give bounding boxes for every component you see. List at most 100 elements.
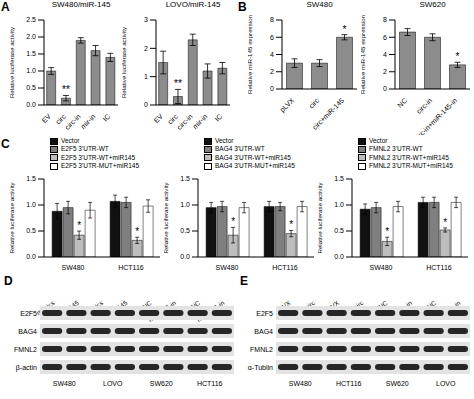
svg-text:circ: circ xyxy=(303,299,316,311)
svg-text:2: 2 xyxy=(270,68,274,75)
svg-text:Relative luciferase activity: Relative luciferase activity xyxy=(318,182,323,254)
html-text:B: B xyxy=(238,0,247,14)
svg-text:BAG4: BAG4 xyxy=(254,328,273,335)
svg-text:SW480: SW480 xyxy=(216,264,239,271)
svg-text:HCT116: HCT116 xyxy=(272,264,298,271)
svg-text:Relative luciferase activity: Relative luciferase activity xyxy=(122,26,127,98)
svg-text:SW480: SW480 xyxy=(62,264,85,271)
svg-text:SW480: SW480 xyxy=(370,264,393,271)
svg-text:0.0: 0.0 xyxy=(26,253,36,260)
svg-text:6: 6 xyxy=(270,34,274,41)
svg-text:8: 8 xyxy=(270,16,274,23)
svg-text:8: 8 xyxy=(383,16,387,23)
svg-text:NC: NC xyxy=(425,299,438,311)
svg-text:HCT116: HCT116 xyxy=(336,380,362,387)
svg-text:E: E xyxy=(240,274,248,288)
svg-text:EV: EV xyxy=(153,113,165,125)
svg-text:Relative luciferase activity: Relative luciferase activity xyxy=(10,26,15,98)
svg-text:0: 0 xyxy=(270,85,274,92)
svg-text:0.5: 0.5 xyxy=(26,84,36,91)
html-text:LOVO/miR-145: LOVO/miR-145 xyxy=(165,0,221,9)
svg-text:*: * xyxy=(456,51,460,62)
svg-text:α-Tublin: α-Tublin xyxy=(248,364,273,371)
svg-text:circ: circ xyxy=(352,299,365,311)
svg-text:LOVO: LOVO xyxy=(436,380,456,387)
svg-text:1.0: 1.0 xyxy=(26,67,36,74)
svg-text:IC: IC xyxy=(101,113,111,123)
svg-text:*: * xyxy=(343,24,347,35)
svg-text:HCT116: HCT116 xyxy=(197,380,223,387)
svg-text:0.0: 0.0 xyxy=(180,253,190,260)
svg-text:SW480: SW480 xyxy=(289,380,312,387)
svg-text:1.0: 1.0 xyxy=(334,201,344,208)
svg-text:*: * xyxy=(385,226,389,237)
svg-text:circ: circ xyxy=(166,112,179,126)
svg-text:E2F5: E2F5 xyxy=(20,310,37,317)
svg-text:SW620: SW620 xyxy=(150,380,173,387)
svg-text:0.5: 0.5 xyxy=(26,227,36,234)
html-text:A: A xyxy=(1,0,10,14)
svg-text:6: 6 xyxy=(383,34,387,41)
svg-text:NC: NC xyxy=(189,299,202,311)
svg-text:Relative luciferase activity: Relative luciferase activity xyxy=(10,182,15,254)
svg-text:circ: circ xyxy=(308,96,321,109)
svg-text:circ-in: circ-in xyxy=(64,113,82,131)
svg-text:*: * xyxy=(289,219,293,230)
svg-text:1.5: 1.5 xyxy=(334,175,344,182)
svg-text:HCT116: HCT116 xyxy=(426,264,452,271)
svg-text:circ-in+miR-145-in: circ-in+miR-145-in xyxy=(413,97,458,135)
svg-text:NC: NC xyxy=(377,299,389,311)
svg-text:1.5: 1.5 xyxy=(26,175,36,182)
svg-text:1.0: 1.0 xyxy=(180,201,190,208)
svg-text:HCT116: HCT116 xyxy=(118,264,144,271)
svg-text:Relative luciferase activity: Relative luciferase activity xyxy=(164,182,169,254)
svg-text:2.0: 2.0 xyxy=(26,33,36,40)
svg-text:**: ** xyxy=(62,84,70,95)
svg-text:*: * xyxy=(135,226,139,237)
svg-text:BAG4: BAG4 xyxy=(18,328,37,335)
svg-text:0.0: 0.0 xyxy=(26,101,36,108)
svg-text:0: 0 xyxy=(383,85,387,92)
svg-text:0.0: 0.0 xyxy=(334,253,344,260)
svg-text:SW620: SW620 xyxy=(386,380,409,387)
svg-text:*: * xyxy=(231,216,235,227)
svg-text:EV: EV xyxy=(41,113,53,125)
svg-text:FMNL2: FMNL2 xyxy=(14,346,37,353)
svg-text:IC: IC xyxy=(213,113,223,123)
svg-text:circ-in: circ-in xyxy=(176,113,194,131)
svg-text:3: 3 xyxy=(144,16,148,23)
svg-text:Relative miR-145 expression: Relative miR-145 expression xyxy=(361,14,366,94)
html-text:SW480/miR-145: SW480/miR-145 xyxy=(51,0,111,9)
svg-text:0.5: 0.5 xyxy=(180,227,190,234)
svg-text:SW480: SW480 xyxy=(53,380,76,387)
svg-text:*: * xyxy=(77,220,81,231)
svg-text:circ+miR-145: circ+miR-145 xyxy=(311,97,345,131)
svg-text:0: 0 xyxy=(144,101,148,108)
html-text:SW480: SW480 xyxy=(306,0,333,9)
svg-text:4: 4 xyxy=(383,51,387,58)
svg-text:1.0: 1.0 xyxy=(26,201,36,208)
svg-text:mir-in: mir-in xyxy=(191,113,208,130)
svg-text:**: ** xyxy=(174,78,182,89)
svg-text:4: 4 xyxy=(270,51,274,58)
svg-text:E2F5: E2F5 xyxy=(256,310,273,317)
svg-text:1: 1 xyxy=(144,73,148,80)
svg-text:mir-in: mir-in xyxy=(79,113,96,130)
svg-text:FMNL2: FMNL2 xyxy=(250,346,273,353)
svg-text:*: * xyxy=(443,217,447,228)
svg-text:circ: circ xyxy=(54,112,67,126)
svg-text:Relative miR-145 expression: Relative miR-145 expression xyxy=(248,14,253,94)
svg-text:0.5: 0.5 xyxy=(334,227,344,234)
svg-text:circ-in: circ-in xyxy=(415,97,433,115)
svg-text:2: 2 xyxy=(383,68,387,75)
svg-text:2: 2 xyxy=(144,45,148,52)
svg-text:D: D xyxy=(8,274,13,288)
svg-text:1.5: 1.5 xyxy=(180,175,190,182)
svg-text:NC: NC xyxy=(396,97,408,109)
svg-text:LOVO: LOVO xyxy=(103,380,123,387)
svg-text:1.5: 1.5 xyxy=(26,50,36,57)
svg-text:2.5: 2.5 xyxy=(26,16,36,23)
svg-text:β-actin: β-actin xyxy=(16,364,37,372)
svg-text:pLVX: pLVX xyxy=(279,97,297,115)
svg-text:NC: NC xyxy=(141,299,153,311)
